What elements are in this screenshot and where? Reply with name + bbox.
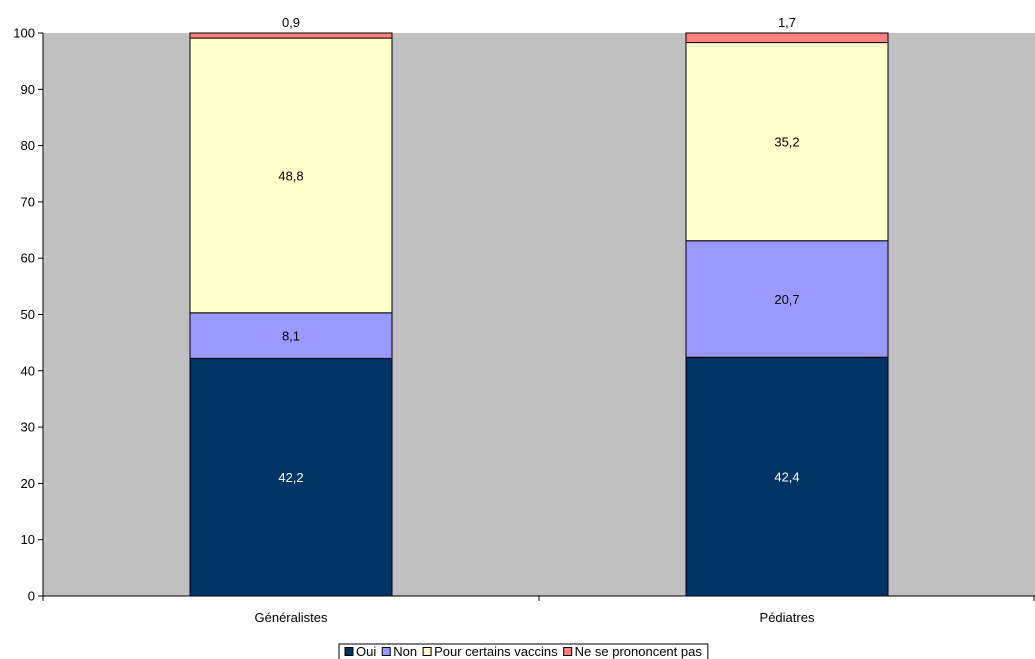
data-label: 0,9	[282, 15, 300, 30]
legend-label: Ne se prononcent pas	[575, 644, 703, 659]
data-label: 20,7	[774, 292, 799, 307]
y-tick-label: 80	[21, 138, 35, 153]
x-axis: Généralistes Pédiatres	[42, 595, 1035, 625]
y-tick-label: 100	[13, 26, 35, 41]
bar-segment	[189, 32, 393, 39]
bar-segment	[685, 240, 889, 358]
bars-group	[189, 32, 889, 597]
data-label: 1,7	[778, 15, 796, 30]
data-labels-group: 42,2 8,1 48,8 0,9 42,4 20,7 35,2 1,7	[278, 15, 799, 485]
legend: Oui Non Pour certains vaccins Ne se prononc…	[338, 643, 709, 659]
y-tick-label: 70	[21, 194, 35, 209]
x-category-label: Généralistes	[255, 610, 328, 625]
y-axis: 0 10 20 30 40 50 60 70 80 90 100	[13, 26, 44, 604]
y-tick-label: 30	[21, 420, 35, 435]
legend-swatch	[422, 647, 432, 656]
y-tick-label: 90	[21, 82, 35, 97]
legend-swatch	[563, 647, 573, 656]
y-tick-label: 60	[21, 251, 35, 266]
y-tick-label: 0	[28, 589, 35, 604]
y-tick-label: 40	[21, 363, 35, 378]
data-label: 35,2	[774, 135, 799, 150]
y-tick-label: 20	[21, 476, 35, 491]
data-label: 42,2	[278, 470, 303, 485]
bar-segment	[189, 357, 393, 597]
y-tick-label: 50	[21, 307, 35, 322]
data-label: 48,8	[278, 168, 303, 183]
bar-segment	[189, 37, 393, 314]
x-category-label: Pédiatres	[760, 610, 815, 625]
bar-segment	[685, 42, 889, 242]
y-tick-label: 10	[21, 532, 35, 547]
legend-swatch	[381, 647, 391, 656]
legend-box	[338, 643, 709, 659]
legend-label: Pour certains vaccins	[434, 644, 558, 659]
bar-segment	[685, 32, 889, 44]
data-label: 8,1	[282, 329, 300, 344]
legend-label: Non	[393, 644, 417, 659]
legend-swatch	[344, 647, 354, 656]
data-label: 42,4	[774, 470, 799, 485]
legend-label: Oui	[356, 644, 376, 659]
